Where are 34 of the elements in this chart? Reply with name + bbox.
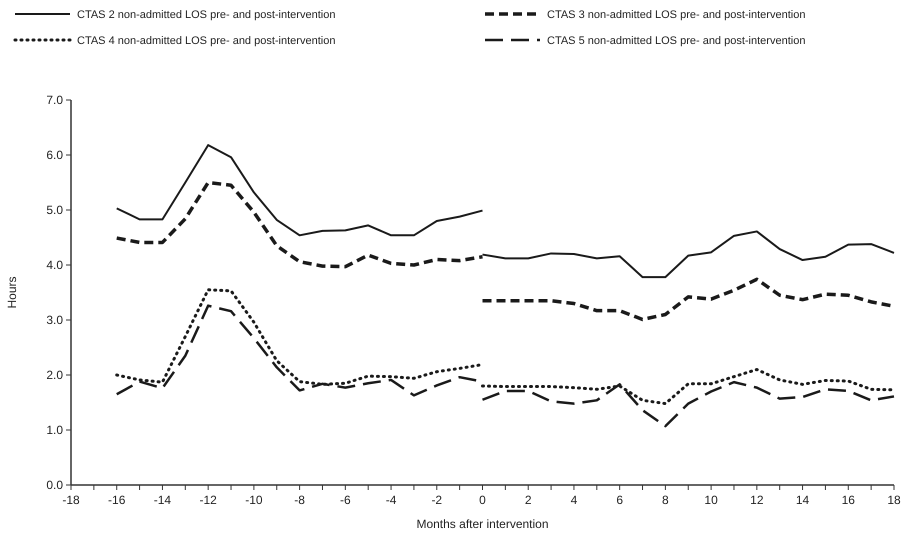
x-axis-title: Months after intervention (416, 517, 549, 531)
x-tick-label: -4 (386, 493, 397, 507)
x-tick-label: -8 (294, 493, 306, 507)
x-tick-label: -12 (199, 493, 218, 507)
x-tick-label: -16 (108, 493, 126, 507)
legend-label: CTAS 5 non-admitted LOS pre- and post-intervention (547, 35, 806, 47)
x-tick-label: -10 (245, 493, 263, 507)
legend-label: CTAS 4 non-admitted LOS pre- and post-intervention (77, 35, 336, 47)
y-tick-label: 5.0 (46, 203, 64, 217)
legend-label: CTAS 3 non-admitted LOS pre- and post-intervention (547, 9, 806, 21)
y-tick-label: 4.0 (46, 258, 64, 272)
x-tick-label: 0 (479, 493, 486, 507)
line-series (116, 144, 484, 236)
x-tick-label: 2 (524, 493, 532, 507)
x-tick-label: 16 (842, 493, 856, 507)
x-tick-label: 18 (887, 493, 901, 507)
y-tick-label: 0.0 (46, 478, 64, 492)
x-tick-label: -6 (340, 493, 351, 507)
x-tick-label: 12 (750, 493, 764, 507)
x-tick-label: 4 (570, 493, 578, 507)
x-tick-label: 14 (796, 493, 810, 507)
y-tick-label: 6.0 (46, 148, 64, 162)
y-tick-label: 3.0 (46, 313, 64, 327)
y-axis-title: Hours (5, 276, 19, 309)
x-tick-label: -18 (62, 493, 80, 507)
x-tick-label: 8 (662, 493, 670, 507)
y-tick-label: 7.0 (46, 93, 64, 107)
x-tick-label: 6 (616, 493, 624, 507)
x-tick-label: -14 (154, 493, 172, 507)
y-tick-label: 1.0 (46, 423, 64, 437)
x-tick-label: -2 (431, 493, 442, 507)
x-tick-label: 10 (704, 493, 718, 507)
legend-label: CTAS 2 non-admitted LOS pre- and post-intervention (77, 9, 336, 21)
y-tick-label: 2.0 (46, 368, 64, 382)
